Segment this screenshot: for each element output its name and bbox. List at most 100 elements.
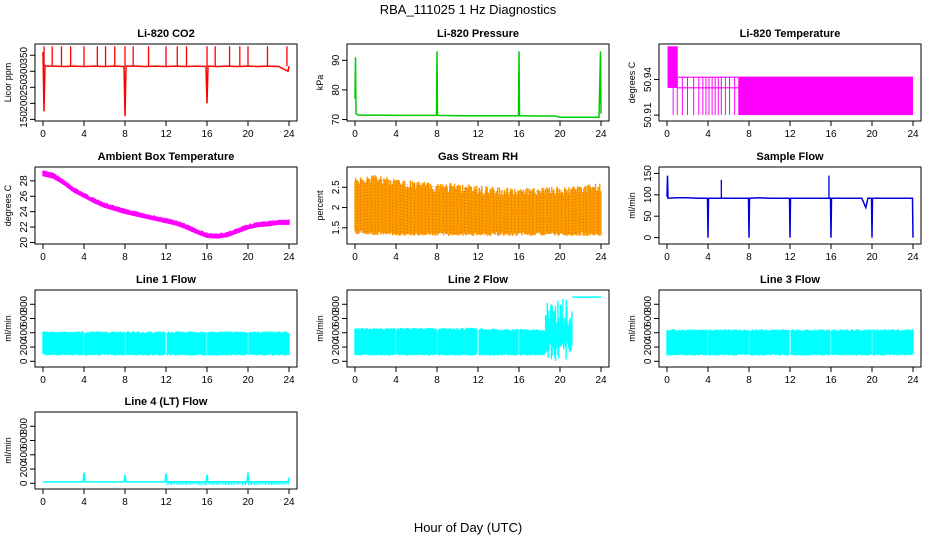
- x-tick-label: 24: [907, 252, 919, 263]
- panel-ylabel: ml/min: [627, 192, 637, 219]
- x-tick-label: 0: [664, 252, 670, 263]
- panel-ylabel: Licor ppm: [3, 63, 13, 103]
- x-tick-label: 0: [40, 497, 46, 508]
- y-tick-label: 200: [643, 338, 654, 355]
- y-tick-label: 200: [331, 338, 342, 355]
- y-tick-label: 90: [331, 54, 342, 66]
- x-tick-label: 8: [434, 129, 440, 140]
- y-tick-label: 0: [643, 358, 654, 364]
- panel-data: [42, 170, 290, 239]
- panel-title: Li-820 CO2: [137, 28, 194, 40]
- panel-2: Li-820 Temperature degrees C 0 4 8 12 16 20 24 50…: [627, 28, 922, 140]
- y-tick-label: 800: [331, 295, 342, 312]
- figure-xlabel: Hour of Day (UTC): [414, 520, 522, 535]
- y-tick-label: 800: [19, 295, 30, 312]
- panel-title: Li-820 Pressure: [437, 28, 519, 40]
- x-tick-label: 16: [201, 129, 213, 140]
- x-tick-label: 8: [746, 375, 752, 386]
- y-tick-label: 26: [19, 190, 30, 202]
- y-tick-label: 20: [19, 236, 30, 248]
- y-tick-label: 600: [19, 432, 30, 449]
- y-tick-label: 200: [19, 338, 30, 355]
- panel-data: [666, 329, 914, 356]
- y-tick-label: 400: [19, 446, 30, 463]
- x-tick-label: 24: [907, 375, 919, 386]
- x-tick-label: 24: [595, 129, 607, 140]
- y-tick-label: 1.5: [331, 220, 342, 234]
- y-tick-label: 22: [19, 221, 30, 233]
- x-tick-label: 24: [283, 129, 295, 140]
- x-tick-label: 0: [352, 252, 358, 263]
- x-tick-label: 20: [242, 252, 254, 263]
- x-tick-label: 24: [283, 497, 295, 508]
- y-tick-label: 2: [331, 204, 342, 210]
- x-tick-label: 20: [554, 252, 566, 263]
- x-tick-label: 4: [81, 375, 87, 386]
- y-tick-label: 400: [19, 324, 30, 341]
- x-tick-label: 0: [664, 375, 670, 386]
- panel-ylabel: degrees C: [627, 61, 637, 103]
- series-line: [354, 51, 602, 118]
- temp-dense-area: [738, 77, 913, 116]
- x-tick-label: 16: [201, 252, 213, 263]
- panel-data: [42, 331, 290, 356]
- panel-title: Sample Flow: [756, 151, 824, 163]
- y-tick-label: 28: [19, 175, 30, 187]
- x-tick-label: 16: [201, 375, 213, 386]
- panel-title: Line 3 Flow: [760, 274, 820, 286]
- x-tick-label: 12: [472, 252, 484, 263]
- panel-ylabel: degrees C: [3, 184, 13, 226]
- x-tick-label: 20: [242, 129, 254, 140]
- y-tick-label: 200: [19, 95, 30, 112]
- x-tick-label: 8: [122, 375, 128, 386]
- panel-title: Ambient Box Temperature: [98, 151, 235, 163]
- y-tick-label: 200: [19, 460, 30, 477]
- panel-title: Line 1 Flow: [136, 274, 196, 286]
- x-tick-label: 8: [122, 497, 128, 508]
- y-tick-label: 600: [643, 310, 654, 327]
- y-tick-label: 2.5: [331, 180, 342, 194]
- panel-data: [667, 46, 913, 116]
- panel-ylabel: percent: [315, 190, 325, 221]
- panel-ylabel: ml/min: [3, 437, 13, 464]
- y-tick-label: 24: [19, 206, 30, 218]
- x-tick-label: 0: [352, 375, 358, 386]
- x-tick-label: 24: [283, 375, 295, 386]
- panel-title: Line 4 (LT) Flow: [125, 396, 208, 408]
- panel-data: [42, 46, 290, 117]
- panel-data: [354, 296, 601, 361]
- x-tick-label: 24: [907, 129, 919, 140]
- y-tick-label: 600: [19, 310, 30, 327]
- y-tick-label: 400: [643, 324, 654, 341]
- y-tick-label: 0: [19, 480, 30, 486]
- x-tick-label: 24: [283, 252, 295, 263]
- x-tick-label: 12: [784, 252, 796, 263]
- x-tick-label: 8: [434, 375, 440, 386]
- series-line: [43, 472, 290, 483]
- y-tick-label: 600: [331, 310, 342, 327]
- panel-ylabel: ml/min: [315, 315, 325, 342]
- y-tick-label: 300: [19, 62, 30, 79]
- x-tick-label: 4: [81, 497, 87, 508]
- x-tick-label: 12: [160, 252, 172, 263]
- y-tick-label: 800: [19, 417, 30, 434]
- panel-frame: [346, 43, 610, 122]
- x-tick-label: 20: [866, 252, 878, 263]
- y-tick-label: 50.94: [643, 67, 654, 92]
- x-tick-label: 20: [554, 129, 566, 140]
- x-tick-label: 4: [705, 252, 711, 263]
- x-tick-label: 16: [201, 497, 213, 508]
- x-tick-label: 16: [825, 252, 837, 263]
- panel-title: Gas Stream RH: [438, 151, 518, 163]
- panel-title: Line 2 Flow: [448, 274, 508, 286]
- x-tick-label: 24: [595, 375, 607, 386]
- panel-3: Ambient Box Temperature degrees C 0 4 8 12 16 2…: [3, 151, 298, 263]
- x-tick-label: 4: [393, 375, 399, 386]
- x-tick-label: 16: [513, 129, 525, 140]
- x-tick-label: 12: [472, 129, 484, 140]
- y-tick-label: 350: [19, 46, 30, 63]
- y-tick-label: 50: [643, 210, 654, 222]
- panel-ylabel: ml/min: [627, 315, 637, 342]
